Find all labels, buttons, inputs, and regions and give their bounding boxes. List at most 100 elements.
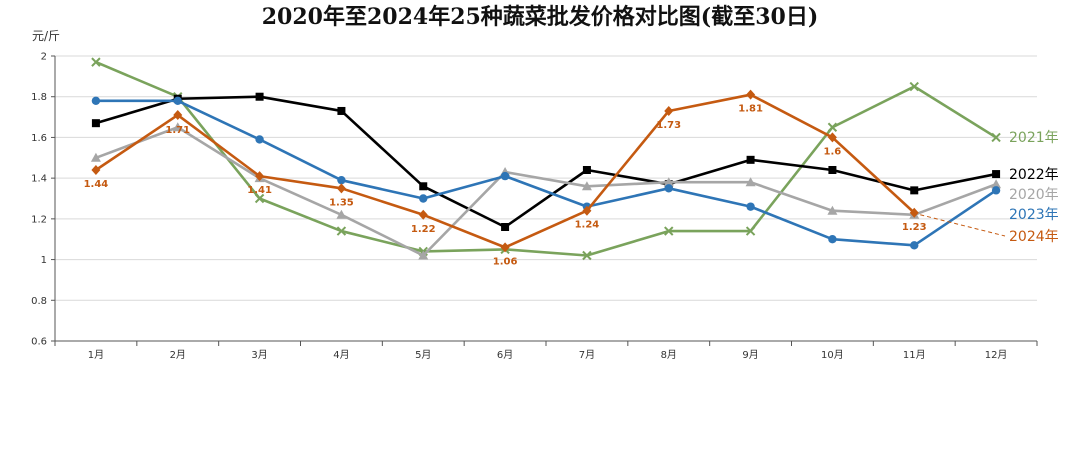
x-tick-label: 2月: [170, 349, 186, 361]
x-marker: [336, 226, 347, 236]
triangle-marker: [581, 181, 592, 191]
data-label: 1.24: [575, 220, 600, 231]
data-label: 1.35: [329, 197, 354, 208]
series-2021年: [91, 57, 1001, 261]
x-tick-label: 5月: [415, 349, 431, 361]
triangle-marker: [418, 250, 429, 260]
data-label: 1.81: [738, 104, 763, 115]
x-tick-label: 1月: [88, 349, 104, 361]
chart-title: 2020年至2024年25种蔬菜批发价格对比图(截至30日): [262, 4, 819, 30]
axes: 0.6 0.8 1 1.2 1.4 1.6 1.8 2 1月 2月 3月 4月 5月 6月 7月 8月 9月 10…: [31, 52, 1038, 361]
x-tick-label: 9月: [742, 349, 758, 361]
legend-label: 2021年: [1009, 130, 1059, 146]
data-label: 1.71: [165, 125, 190, 136]
x-marker: [254, 193, 265, 204]
y-tick-label: 1.6: [31, 133, 47, 144]
data-label: 1.44: [84, 179, 109, 190]
circle-marker: [991, 186, 1001, 195]
square-marker: [337, 106, 346, 115]
y-tick-label: 1.8: [31, 92, 47, 103]
series-line: [95, 99, 997, 247]
y-tick-label: 1: [41, 255, 47, 266]
series-line: [95, 125, 997, 257]
x-marker: [582, 250, 592, 261]
square-marker: [910, 186, 919, 195]
circle-marker: [91, 96, 101, 105]
triangle-marker: [90, 152, 101, 162]
diamond-marker: [255, 171, 265, 182]
triangle-marker: [172, 122, 183, 132]
legend: 2021年 2022年 2020年 2023年 2024年: [920, 130, 1059, 245]
diamond-marker: [827, 132, 837, 143]
triangle-marker: [745, 177, 756, 187]
square-marker: [419, 182, 428, 191]
square-marker: [501, 223, 510, 231]
circle-marker: [500, 171, 510, 181]
y-tick-label: 0.8: [31, 296, 47, 307]
diamond-marker: [418, 209, 428, 220]
diamond-marker: [909, 207, 919, 218]
x-tick-label: 12月: [985, 349, 1008, 361]
series-2020年: [90, 122, 1002, 260]
legend-label: 2022年: [1009, 167, 1059, 183]
data-label: 1.22: [411, 224, 436, 235]
data-label: 1.6: [824, 146, 842, 157]
legend-leader-line: [920, 214, 1006, 237]
x-marker: [991, 132, 1001, 143]
diamond-marker: [582, 205, 592, 216]
square-marker: [582, 166, 591, 174]
x-tick-label: 7月: [579, 349, 595, 361]
triangle-marker: [991, 179, 1002, 189]
x-tick-label: 3月: [251, 349, 267, 361]
data-label: 1.06: [493, 256, 518, 267]
data-label: 1.73: [656, 120, 681, 131]
series-group: [90, 57, 1002, 261]
x-marker: [664, 226, 674, 236]
triangle-marker: [336, 209, 347, 219]
diamond-marker: [173, 110, 183, 121]
diamond-marker: [664, 105, 674, 116]
series-2024年: [91, 89, 919, 253]
circle-marker: [828, 235, 837, 244]
x-tick-label: 8月: [661, 349, 677, 361]
data-labels: 1.44 1.71 1.41 1.35 1.22 1.06 1.24 1.73 1.81 1.6 1…: [84, 104, 927, 268]
square-marker: [255, 92, 264, 101]
x-tick-label: 4月: [333, 349, 349, 361]
legend-label: 2024年: [1009, 229, 1059, 245]
circle-marker: [337, 175, 346, 185]
circle-marker: [664, 184, 673, 193]
legend-label: 2023年: [1009, 207, 1059, 223]
square-marker: [91, 119, 100, 128]
circle-marker: [173, 96, 182, 105]
square-marker: [828, 166, 837, 174]
x-marker: [827, 122, 838, 132]
y-tick-label: 2: [41, 52, 47, 63]
data-label: 1.41: [247, 185, 272, 196]
diamond-marker: [746, 89, 756, 100]
series-line: [95, 95, 997, 229]
x-tick-label: 10月: [821, 349, 844, 361]
x-marker: [909, 81, 919, 92]
series-2022年: [91, 92, 1001, 231]
circle-marker: [910, 241, 919, 250]
data-label: 1.23: [902, 222, 927, 233]
legend-label: 2020年: [1009, 187, 1059, 203]
square-marker: [746, 155, 755, 164]
x-marker: [91, 57, 101, 67]
triangle-marker: [827, 205, 838, 215]
diamond-marker: [500, 242, 510, 253]
series-line: [95, 60, 997, 257]
triangle-marker: [663, 177, 674, 187]
series-2023年: [91, 96, 1001, 250]
circle-marker: [746, 202, 755, 211]
x-tick-label: 6月: [497, 349, 513, 361]
diamond-marker: [91, 165, 101, 175]
y-tick-label: 0.6: [31, 337, 47, 348]
square-marker: [992, 170, 1001, 179]
y-tick-label: 1.2: [31, 214, 47, 225]
circle-marker: [419, 194, 428, 203]
y-tick-label: 1.4: [31, 174, 47, 185]
x-tick-label: 11月: [903, 349, 926, 361]
diamond-marker: [336, 183, 346, 194]
